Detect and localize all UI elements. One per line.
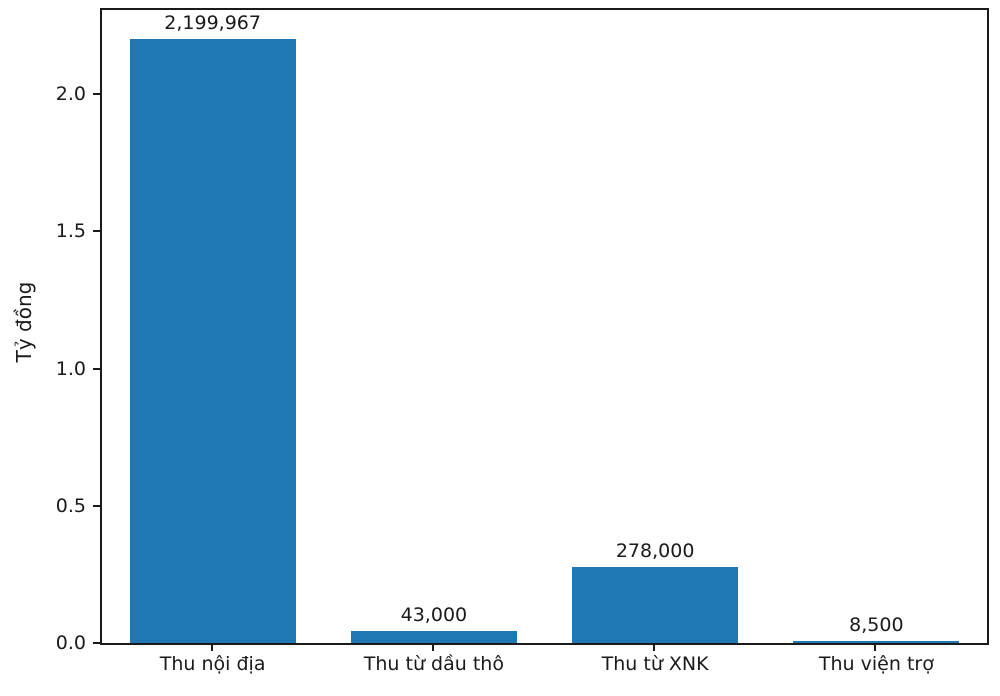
x-tick-label-0: Thu nội địa	[159, 653, 266, 675]
bar-0	[129, 39, 296, 643]
x-tick-label-1: Thu từ dầu thô	[363, 653, 504, 675]
y-tick-label-2: 1.0	[55, 357, 86, 380]
y-tick-mark-4	[93, 93, 102, 96]
x-tick-mark-0	[210, 643, 213, 651]
bar-value-label-2: 278,000	[615, 539, 695, 562]
bar-1	[350, 631, 517, 643]
y-tick-label-4: 2.0	[55, 83, 86, 106]
x-tick-mark-3	[874, 643, 877, 651]
x-tick-label-3: Thu viện trợ	[818, 653, 934, 675]
y-tick-mark-0	[93, 642, 102, 644]
y-axis-label: Tỷ đồng	[12, 281, 36, 363]
bar-value-label-3: 8,500	[849, 613, 904, 636]
x-tick-mark-2	[653, 643, 656, 651]
y-tick-mark-1	[93, 504, 102, 507]
y-tick-mark-2	[93, 367, 102, 370]
y-tick-mark-3	[93, 230, 102, 233]
x-tick-mark-1	[431, 643, 434, 651]
bar-2	[572, 566, 739, 643]
y-tick-label-3: 1.5	[55, 220, 86, 243]
plot-area: 2,199,967 43,000 278,000 8,500	[100, 8, 989, 645]
y-tick-label-0: 0.0	[55, 632, 86, 654]
x-tick-label-2: Thu từ XNK	[601, 653, 709, 675]
bar-value-label-0: 2,199,967	[164, 12, 261, 35]
y-tick-label-1: 0.5	[55, 494, 86, 517]
bar-3	[793, 640, 960, 643]
bar-value-label-1: 43,000	[400, 604, 468, 627]
